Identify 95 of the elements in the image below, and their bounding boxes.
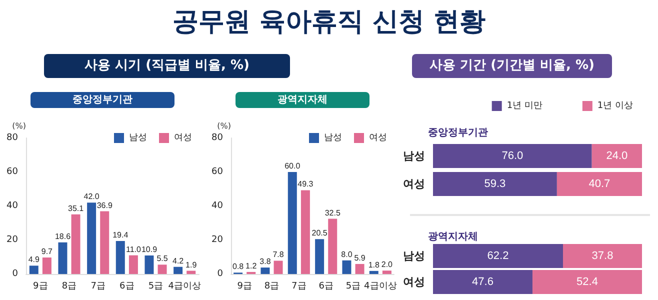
data-label: 1.8 — [368, 260, 380, 270]
x-tick-label: 4급이상 — [364, 282, 397, 292]
data-label: 2.0 — [381, 260, 394, 270]
data-label: 19.4 — [112, 230, 129, 240]
x-tick-label: 9급 — [33, 282, 48, 292]
y-tick-label: 0 — [217, 269, 224, 279]
y-tick-label: 남성 — [403, 250, 425, 262]
data-label: 5.5 — [156, 254, 168, 264]
bar — [144, 255, 154, 274]
y-tick-label: 40 — [6, 201, 18, 211]
bar — [328, 218, 338, 274]
data-label: 11.0 — [126, 244, 142, 254]
y-tick-label: 60 — [6, 167, 18, 177]
x-tick-label: 6급 — [120, 282, 134, 292]
y-tick-label: 0 — [12, 269, 18, 279]
chart-title: 광역지자체 — [428, 232, 478, 242]
y-axis-title: (%) — [12, 122, 26, 130]
data-label: 9.7 — [41, 247, 54, 256]
y-tick-label: 여성 — [403, 276, 425, 288]
x-tick-label: 7급 — [90, 282, 106, 292]
bar — [174, 266, 183, 274]
data-label: 47.6 — [472, 276, 494, 288]
bar — [29, 266, 38, 274]
bar — [288, 172, 297, 274]
text: 사용 기간 (기간별 비율, %) — [412, 54, 612, 78]
bar — [355, 264, 364, 274]
y-tick-label: 20 — [6, 235, 18, 245]
y-tick-label: 60 — [212, 167, 224, 177]
bar — [71, 214, 80, 274]
bar — [342, 260, 352, 274]
bar — [128, 255, 138, 274]
text: 사용 시기 (직급별 비율, %) — [44, 54, 290, 78]
legend-label: 여성 — [174, 133, 192, 143]
data-label: 36.9 — [96, 200, 113, 210]
y-tick-label: 80 — [6, 133, 18, 143]
bar — [87, 202, 96, 274]
legend-label: 1년 이상 — [597, 101, 634, 111]
data-label: 4.9 — [28, 255, 40, 264]
bar — [42, 258, 52, 274]
data-label: 52.4 — [576, 276, 598, 288]
data-label: 42.0 — [84, 192, 100, 202]
y-tick-label: 20 — [212, 235, 224, 245]
y-tick-label: 80 — [212, 133, 224, 143]
data-label: 59.3 — [484, 178, 506, 190]
x-tick-label: 4급이상 — [168, 282, 201, 292]
data-label: 76.0 — [502, 150, 524, 162]
y-tick-label: 40 — [212, 201, 224, 211]
data-label: 8.0 — [341, 250, 353, 259]
data-label: 1.9 — [186, 260, 198, 270]
data-label: 60.0 — [284, 162, 301, 170]
data-label: 20.5 — [312, 228, 328, 238]
legend-label: 남성 — [129, 133, 147, 143]
bar — [382, 270, 392, 274]
data-label: 40.7 — [588, 178, 610, 190]
data-label: 18.6 — [54, 232, 72, 241]
data-label: 4.2 — [172, 256, 184, 266]
legend-label: 1년 미만 — [506, 101, 542, 111]
chart-title: 중앙정부기관 — [428, 128, 488, 138]
y-axis-title: (%) — [217, 122, 231, 130]
data-label: 62.2 — [487, 250, 509, 262]
x-tick-label: 8급 — [264, 282, 280, 292]
x-tick-label: 5급 — [148, 282, 164, 292]
bar — [369, 270, 378, 274]
x-tick-label: 7급 — [292, 282, 306, 292]
data-label: 32.5 — [324, 208, 341, 218]
text: 공무원 육아휴직 신청 현황 — [171, 6, 487, 39]
bar — [158, 264, 167, 274]
data-label: 10.9 — [141, 244, 158, 254]
legend-label: 여성 — [369, 133, 387, 143]
data-label: 0.8 — [232, 262, 244, 272]
bar — [274, 260, 283, 274]
data-label: 3.8 — [260, 257, 272, 266]
data-label: 49.3 — [298, 180, 314, 189]
x-tick-label: 5급 — [346, 282, 361, 292]
data-label: 24.0 — [606, 150, 628, 162]
x-tick-label: 9급 — [237, 282, 252, 292]
bar — [300, 190, 310, 274]
bar — [186, 270, 196, 274]
bar — [315, 239, 324, 274]
data-label: 35.1 — [68, 204, 84, 213]
y-tick-label: 남성 — [403, 150, 425, 162]
bar — [100, 211, 110, 274]
data-label: 5.9 — [354, 253, 366, 262]
chart-title: 중앙정부기관 — [72, 94, 132, 106]
data-label: 7.8 — [272, 250, 284, 260]
data-label: 37.8 — [592, 250, 614, 262]
x-tick-label: 6급 — [318, 282, 334, 292]
chart-title: 광역지자체 — [278, 94, 328, 106]
bar — [116, 241, 125, 274]
data-label: 1.2 — [246, 261, 258, 270]
legend-label: 남성 — [324, 133, 342, 143]
y-tick-label: 여성 — [403, 178, 425, 190]
bar — [58, 242, 68, 274]
x-tick-label: 8급 — [62, 282, 77, 292]
bar — [260, 268, 270, 274]
